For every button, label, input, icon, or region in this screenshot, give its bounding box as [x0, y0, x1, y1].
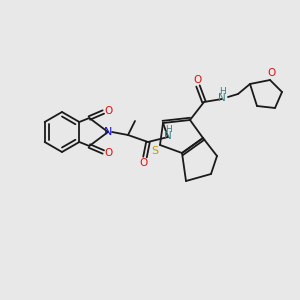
Text: N: N — [164, 131, 172, 141]
Text: O: O — [140, 158, 148, 168]
Text: O: O — [104, 106, 112, 116]
Text: O: O — [193, 75, 201, 85]
Text: H: H — [220, 86, 226, 95]
Text: O: O — [268, 68, 276, 78]
Text: S: S — [152, 146, 159, 156]
Text: N: N — [218, 93, 226, 103]
Text: O: O — [104, 148, 112, 158]
Text: N: N — [104, 127, 112, 137]
Text: H: H — [165, 124, 171, 134]
